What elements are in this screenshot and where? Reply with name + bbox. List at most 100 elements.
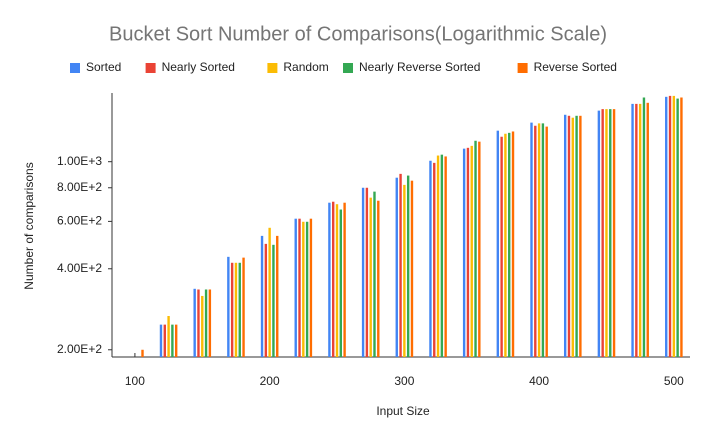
bar [193,288,196,357]
bar [305,221,309,357]
bar [474,140,477,357]
bar [642,97,646,357]
bar [339,209,343,357]
bar [406,175,410,357]
legend-swatch [70,63,80,73]
bar [534,125,537,357]
bar [294,218,297,357]
bar [440,154,444,357]
bar [537,123,541,358]
legend-swatch [145,63,156,73]
bar [597,110,601,357]
bar [500,136,503,357]
bar [204,289,208,357]
legend-label: Nearly Reverse Sorted [359,60,480,74]
bar [272,244,275,357]
bar [332,201,335,357]
bar [309,218,313,357]
bar [466,147,470,357]
legend-label: Nearly Sorted [162,60,235,74]
bar [361,187,365,357]
bar [541,123,545,358]
y-tick-label: 4.00E+2 [57,261,102,275]
bar [563,114,567,358]
x-tick-label: 500 [664,374,684,388]
bar [496,130,500,357]
bar [579,115,582,357]
bar [646,102,649,357]
bar [197,289,200,357]
bar [504,133,507,357]
bar [609,109,612,357]
bar [268,227,271,357]
bar [605,109,608,357]
bar [601,109,604,357]
bar [242,257,245,357]
bar [369,197,372,357]
bar [571,117,574,357]
legend-label: Random [283,60,328,74]
bar [575,115,578,357]
bar [631,103,634,358]
bar [462,148,466,357]
bar [201,295,204,357]
bar [672,95,676,357]
bar [612,109,616,357]
y-tick-label: 6.00E+2 [57,214,102,228]
bar [511,131,515,357]
x-tick-label: 300 [394,374,414,388]
bar [478,141,481,357]
bar [234,262,238,357]
bar [373,191,376,357]
bar [328,202,331,357]
y-tick-label: 1.00E+3 [57,154,102,168]
bar [676,98,679,358]
bar [171,324,174,357]
bar [470,145,473,357]
bar [335,204,339,357]
bar [436,155,440,357]
bar [298,218,301,357]
chart-title: Bucket Sort Number of Comparisons(Logari… [109,23,607,45]
bar [508,132,511,357]
bar [365,187,369,357]
bar [429,160,432,357]
bar [141,349,144,357]
legend-swatch [517,63,528,73]
x-axis-title: Input Size [376,404,430,418]
bar [159,324,163,357]
bar [174,324,178,357]
bar [403,184,406,357]
legend-swatch [267,63,278,73]
bar [163,324,166,357]
y-axis-title: Number of comparisons [22,162,36,289]
bar [444,156,447,357]
x-tick-label: 400 [529,374,549,388]
bar [395,177,398,357]
bar [410,180,414,357]
bar [635,103,638,358]
bar [230,262,234,357]
bar [668,95,672,357]
bar [377,200,380,357]
bar [399,173,402,357]
bar [343,202,346,357]
bar [276,235,279,357]
bar [680,97,683,357]
x-tick-label: 100 [125,374,145,388]
legend-label: Reverse Sorted [534,60,617,74]
bar [665,96,668,357]
bar [227,256,230,357]
legend-swatch [343,63,353,73]
bar [167,316,170,357]
bar [530,122,533,357]
bar [238,262,241,357]
bar [208,289,212,357]
legend-label: Sorted [86,60,121,74]
bar [260,235,264,357]
x-tick-label: 200 [260,374,280,388]
bar [264,243,268,357]
bar [638,103,642,358]
bar [302,221,305,357]
